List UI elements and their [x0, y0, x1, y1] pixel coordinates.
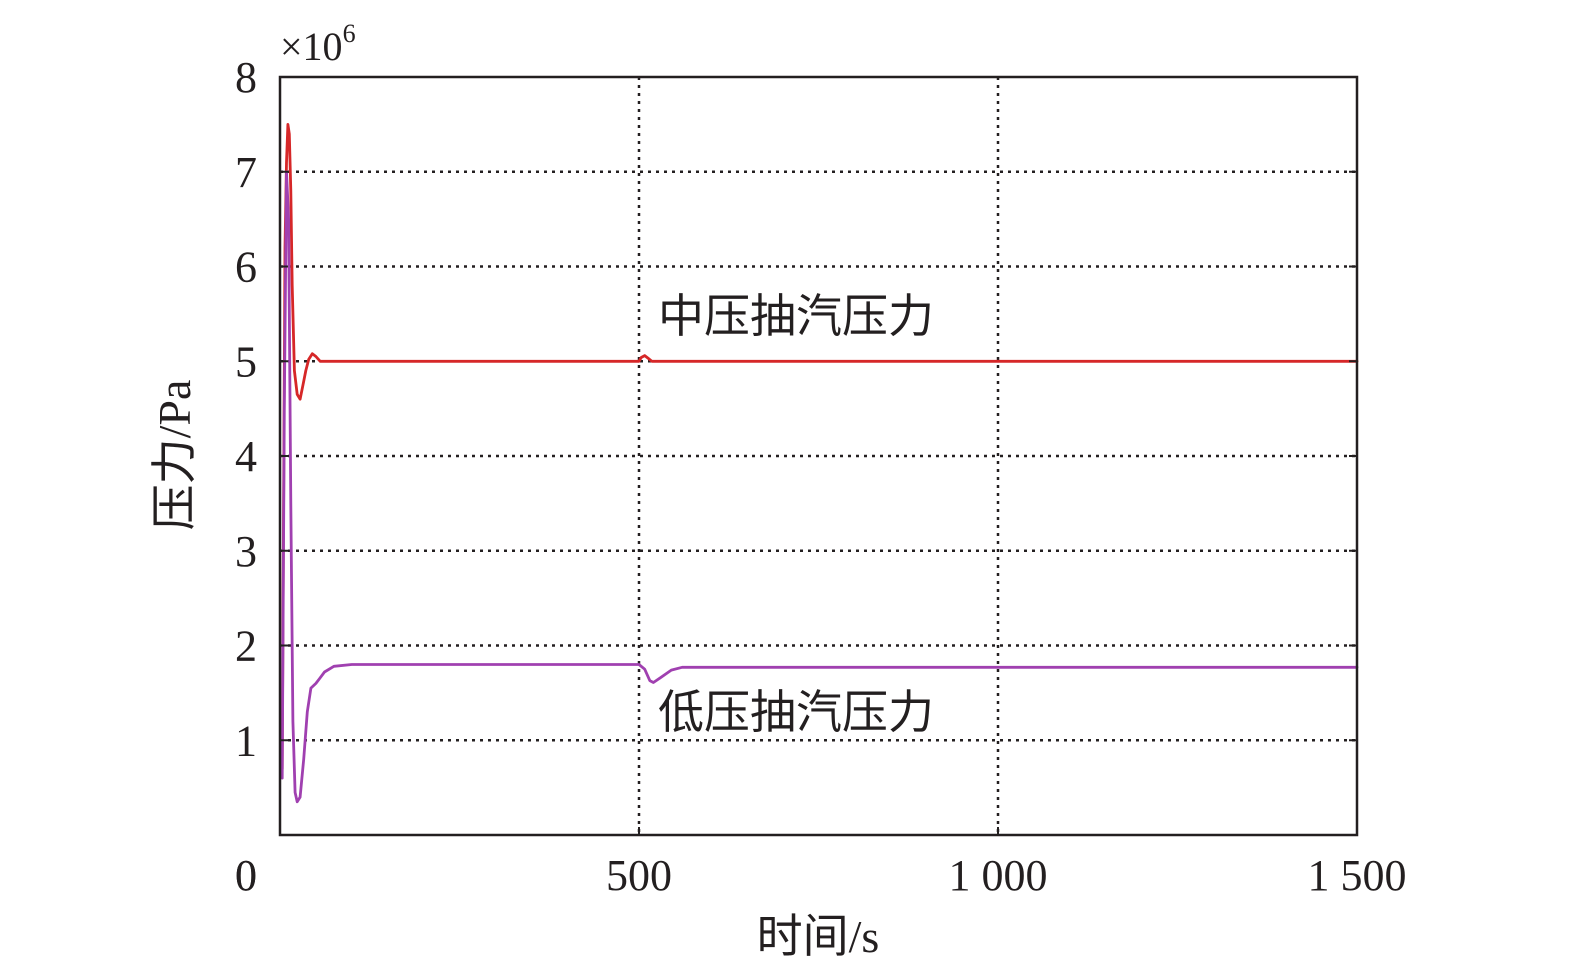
y-tick-label: 7 — [235, 148, 257, 197]
series-line-1 — [280, 170, 1359, 804]
data-series — [280, 123, 1359, 804]
y-axis-title: 压力/Pa — [149, 380, 200, 531]
x-axis-title: 时间/s — [757, 911, 880, 962]
x-tick-label: 1 000 — [949, 851, 1048, 900]
y-tick-label: 5 — [235, 337, 257, 386]
axis-ticks: 1 2 3 4 5 6 7 8 500 1 000 1 500 0 — [235, 53, 1407, 900]
annotation-low-pressure: 低压抽汽压力 — [658, 685, 934, 739]
annotation-mid-pressure: 中压抽汽压力 — [658, 289, 934, 343]
y-origin-label: 0 — [235, 851, 257, 900]
y-tick-label: 3 — [235, 527, 257, 576]
y-tick-label: 6 — [235, 243, 257, 292]
y-tick-label: 8 — [235, 53, 257, 102]
y-multiplier: ×106 — [280, 19, 356, 69]
x-tick-label: 1 500 — [1308, 851, 1407, 900]
y-tick-label: 1 — [235, 716, 257, 765]
series-line-0 — [280, 123, 1359, 771]
x-tick-label: 500 — [606, 851, 672, 900]
y-tick-label: 2 — [235, 622, 257, 671]
y-tick-label: 4 — [235, 432, 257, 481]
x-tick-label: 0 — [235, 851, 257, 900]
